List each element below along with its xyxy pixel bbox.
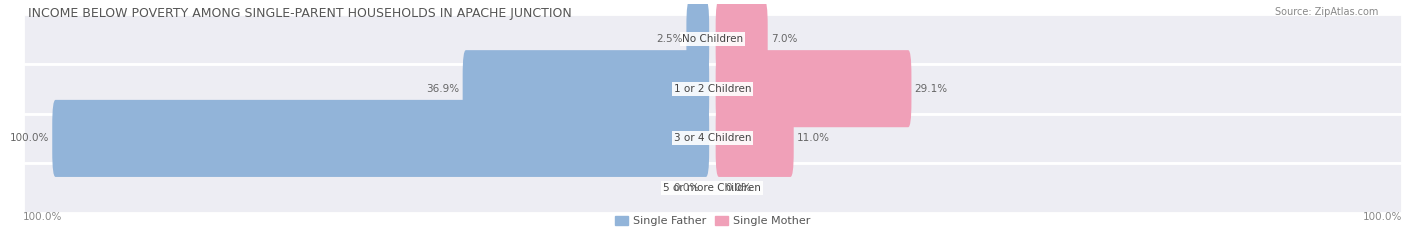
Text: 5 or more Children: 5 or more Children	[664, 183, 761, 193]
Text: 0.0%: 0.0%	[673, 183, 699, 193]
FancyBboxPatch shape	[716, 0, 768, 78]
Text: 11.0%: 11.0%	[797, 134, 830, 143]
Text: 2.5%: 2.5%	[657, 34, 683, 44]
FancyBboxPatch shape	[463, 50, 709, 127]
Text: 3 or 4 Children: 3 or 4 Children	[673, 134, 751, 143]
FancyBboxPatch shape	[52, 100, 709, 177]
Text: 0.0%: 0.0%	[725, 183, 752, 193]
Text: No Children: No Children	[682, 34, 742, 44]
Text: 100.0%: 100.0%	[22, 212, 62, 222]
FancyBboxPatch shape	[22, 113, 1402, 163]
FancyBboxPatch shape	[686, 0, 709, 78]
Text: 1 or 2 Children: 1 or 2 Children	[673, 84, 751, 94]
Legend: Single Father, Single Mother: Single Father, Single Mother	[610, 212, 814, 231]
Text: 100.0%: 100.0%	[10, 134, 49, 143]
Text: 100.0%: 100.0%	[1362, 212, 1402, 222]
Text: 36.9%: 36.9%	[426, 84, 460, 94]
Text: 7.0%: 7.0%	[770, 34, 797, 44]
Text: 29.1%: 29.1%	[915, 84, 948, 94]
Text: Source: ZipAtlas.com: Source: ZipAtlas.com	[1274, 7, 1378, 17]
FancyBboxPatch shape	[22, 64, 1402, 113]
FancyBboxPatch shape	[22, 163, 1402, 213]
FancyBboxPatch shape	[22, 14, 1402, 64]
FancyBboxPatch shape	[716, 50, 911, 127]
FancyBboxPatch shape	[716, 100, 794, 177]
Text: INCOME BELOW POVERTY AMONG SINGLE-PARENT HOUSEHOLDS IN APACHE JUNCTION: INCOME BELOW POVERTY AMONG SINGLE-PARENT…	[28, 7, 572, 20]
